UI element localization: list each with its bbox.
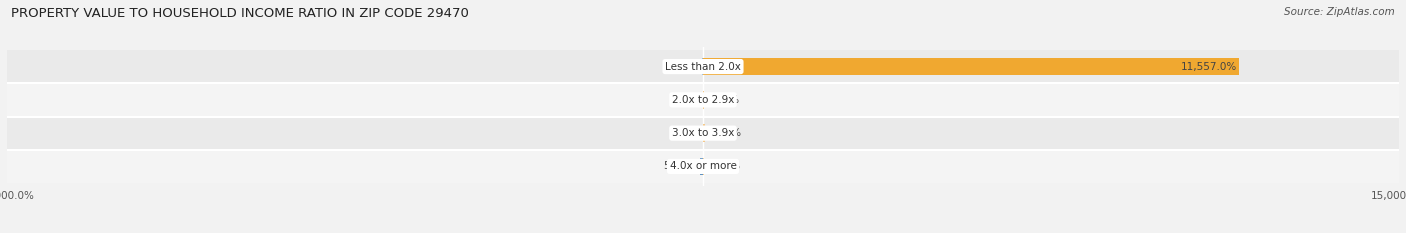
Text: 26.8%: 26.8% (665, 62, 697, 72)
Text: Source: ZipAtlas.com: Source: ZipAtlas.com (1284, 7, 1395, 17)
Text: 12.5%: 12.5% (707, 95, 741, 105)
Bar (7, 83, 1399, 116)
Bar (7, 116, 1399, 150)
Text: 2.0x to 2.9x: 2.0x to 2.9x (672, 95, 734, 105)
Text: 6.3%: 6.3% (672, 128, 699, 138)
Text: PROPERTY VALUE TO HOUSEHOLD INCOME RATIO IN ZIP CODE 29470: PROPERTY VALUE TO HOUSEHOLD INCOME RATIO… (11, 7, 470, 20)
Text: 56.8%: 56.8% (664, 161, 696, 171)
Text: 4.0x or more: 4.0x or more (669, 161, 737, 171)
Bar (7, 150, 1399, 183)
Bar (703, 124, 704, 142)
Bar (700, 158, 703, 175)
Text: 3.0x to 3.9x: 3.0x to 3.9x (672, 128, 734, 138)
Text: 36.1%: 36.1% (709, 128, 741, 138)
Text: 11,557.0%: 11,557.0% (1181, 62, 1237, 72)
Bar (703, 58, 1239, 75)
Text: 6.2%: 6.2% (672, 95, 699, 105)
Bar (7, 50, 1399, 83)
Text: 20.4%: 20.4% (707, 161, 741, 171)
Text: Less than 2.0x: Less than 2.0x (665, 62, 741, 72)
